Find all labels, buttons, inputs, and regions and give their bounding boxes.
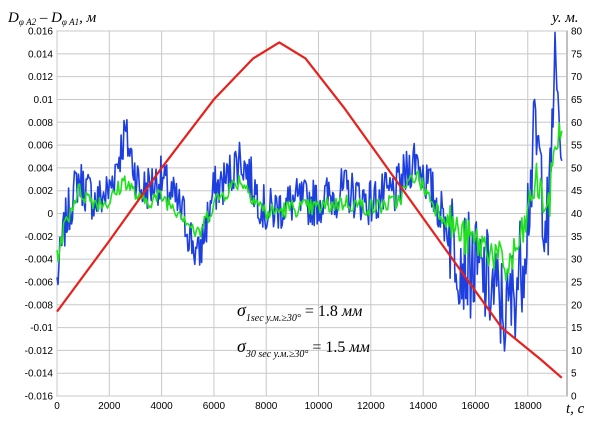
y-left-tick-label: -0.01 xyxy=(30,323,53,334)
y-right-tick-label: 15 xyxy=(571,323,583,334)
y-left-tick-label: 0.014 xyxy=(28,49,53,60)
grid-lines xyxy=(56,30,567,397)
y-left-tick-label: 0.004 xyxy=(28,163,53,174)
y-right-axis-label: у. м. xyxy=(550,10,579,26)
y-left-tick-label: 0.006 xyxy=(28,141,53,152)
y-right-tick-label: 75 xyxy=(571,49,583,60)
x-tick-label: 10000 xyxy=(305,401,333,412)
x-tick-label: 8000 xyxy=(255,401,278,412)
x-tick-label: 18000 xyxy=(514,401,542,412)
y-left-tick-label: 0.002 xyxy=(28,186,53,197)
x-tick-label: 2000 xyxy=(98,401,121,412)
y-right-tick-label: 65 xyxy=(571,95,583,106)
y-right-tick-label: 0 xyxy=(571,392,577,403)
series-layer xyxy=(56,31,563,379)
x-tick-label: 16000 xyxy=(462,401,490,412)
y-left-tick-label: -0.016 xyxy=(25,392,54,403)
x-tick-label: 6000 xyxy=(203,401,226,412)
y-left-tick-label: 0.008 xyxy=(28,118,53,129)
y-left-tick-label: -0.012 xyxy=(25,346,54,357)
y-right-tick-label: 80 xyxy=(571,27,583,38)
axis-ticks: 0.016 0.014 0.012 0.01 0.008 0.006 0.004 0.002 0… xyxy=(25,27,583,413)
y-left-tick-label: -0.004 xyxy=(25,255,54,266)
y-left-axis-label: Dφ A2 – Dφ A1, м xyxy=(7,10,97,27)
annotation-sigma-30sec: σ30 sec у.м.≥30° = 1.5 мм xyxy=(237,336,370,360)
x-tick-label: 4000 xyxy=(150,401,173,412)
y-right-tick-label: 45 xyxy=(571,186,583,197)
y-right-tick-label: 70 xyxy=(571,72,583,83)
y-left-tick-label: 0.012 xyxy=(28,72,53,83)
x-tick-label: 14000 xyxy=(409,401,437,412)
y-right-tick-label: 10 xyxy=(571,346,583,357)
y-right-tick-label: 55 xyxy=(571,141,583,152)
y-left-tick-label: -0.014 xyxy=(25,369,54,380)
y-right-tick-label: 35 xyxy=(571,232,583,243)
y-left-tick-label: -0.002 xyxy=(25,232,54,243)
y-right-tick-label: 25 xyxy=(571,277,583,288)
x-tick-label: 12000 xyxy=(357,401,385,412)
x-tick-label: 0 xyxy=(54,401,60,412)
y-right-tick-label: 5 xyxy=(571,369,577,380)
y-right-tick-label: 50 xyxy=(571,163,583,174)
series-line-blue xyxy=(56,31,563,352)
y-left-tick-label: -0.008 xyxy=(25,300,54,311)
y-right-tick-label: 40 xyxy=(571,209,583,220)
y-left-tick-label: -0.006 xyxy=(25,277,54,288)
y-right-tick-label: 30 xyxy=(571,255,583,266)
y-left-tick-label: 0 xyxy=(47,209,53,220)
y-left-tick-label: 0.01 xyxy=(34,95,54,106)
y-right-tick-label: 20 xyxy=(571,300,583,311)
y-right-tick-label: 60 xyxy=(571,118,583,129)
annotation-sigma-1sec: σ1sec у.м.≥30° = 1.8 мм xyxy=(237,300,363,324)
y-left-tick-label: 0.016 xyxy=(28,27,53,38)
series-line-red xyxy=(56,41,563,379)
x-axis-label: t, с xyxy=(566,401,585,417)
